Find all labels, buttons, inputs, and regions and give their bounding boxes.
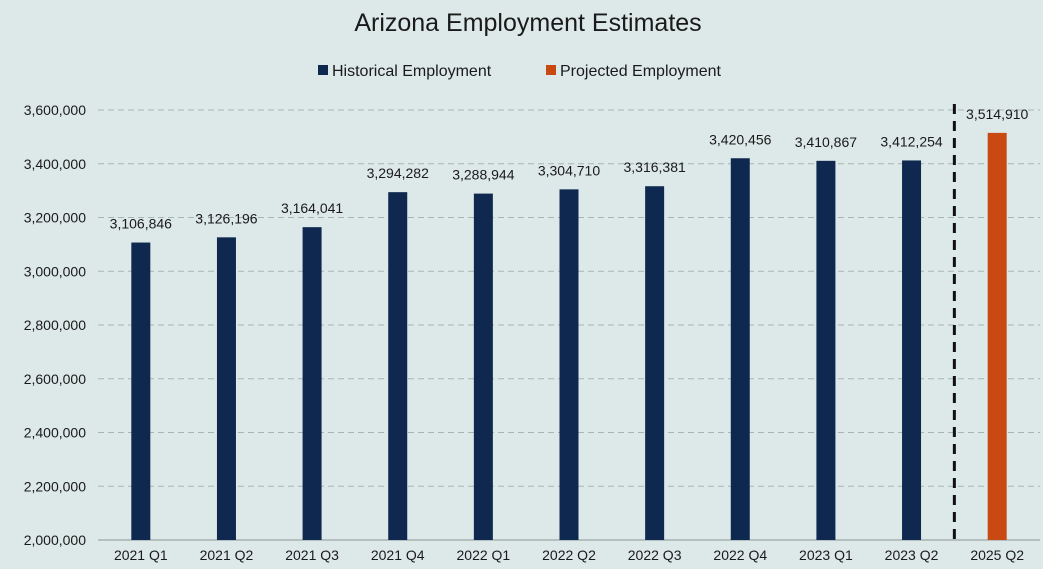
y-axis-ticks: 2,000,000 2,200,000 2,400,000 2,600,000 2,80… <box>24 102 86 548</box>
bar-historical <box>388 192 408 540</box>
bar-historical <box>902 160 922 541</box>
bar-projected <box>987 132 1007 541</box>
legend-label-projected: Projected Employment <box>560 63 722 80</box>
chart-title: Arizona Employment Estimates <box>354 9 701 37</box>
x-tick-label: 2022 Q3 <box>628 547 682 563</box>
data-label: 3,514,910 <box>966 106 1028 122</box>
x-tick-label: 2023 Q1 <box>799 547 853 563</box>
legend-swatch-historical <box>318 65 328 75</box>
x-tick-label: 2021 Q4 <box>371 547 425 563</box>
x-tick-label: 2025 Q2 <box>970 547 1024 563</box>
bars <box>131 132 1007 541</box>
y-tick-label: 2,000,000 <box>24 532 86 548</box>
x-tick-label: 2022 Q4 <box>713 547 767 563</box>
y-tick-label: 3,000,000 <box>24 263 86 279</box>
data-label: 3,316,381 <box>623 159 685 175</box>
x-tick-label: 2021 Q3 <box>285 547 339 563</box>
bar-historical <box>302 227 322 540</box>
bar-historical <box>473 193 493 540</box>
y-tick-label: 2,600,000 <box>24 371 86 387</box>
x-tick-label: 2021 Q2 <box>200 547 254 563</box>
data-label: 3,126,196 <box>195 210 257 226</box>
x-tick-label: 2021 Q1 <box>114 547 168 563</box>
x-tick-label: 2022 Q2 <box>542 547 596 563</box>
bar-historical <box>730 158 750 541</box>
bar-historical <box>216 237 236 540</box>
legend-swatch-projected <box>546 65 556 75</box>
y-tick-label: 3,400,000 <box>24 156 86 172</box>
bar-historical <box>559 189 579 540</box>
legend-label-historical: Historical Employment <box>332 63 492 80</box>
data-label: 3,304,710 <box>538 162 600 178</box>
x-tick-label: 2023 Q2 <box>885 547 939 563</box>
data-label: 3,288,944 <box>452 167 514 183</box>
y-tick-label: 3,600,000 <box>24 102 86 118</box>
data-label: 3,410,867 <box>795 134 857 150</box>
data-label: 3,294,282 <box>367 165 429 181</box>
data-label: 3,412,254 <box>880 133 942 149</box>
bar-historical <box>816 160 836 540</box>
data-label: 3,420,456 <box>709 131 771 147</box>
chart-legend: Historical Employment Projected Employme… <box>318 63 722 80</box>
y-tick-label: 3,200,000 <box>24 210 86 226</box>
y-tick-label: 2,400,000 <box>24 425 86 441</box>
data-labels: 3,106,846 3,126,196 3,164,041 3,294,282 3,28… <box>110 106 1029 232</box>
y-tick-label: 2,800,000 <box>24 317 86 333</box>
y-tick-label: 2,200,000 <box>24 478 86 494</box>
data-label: 3,164,041 <box>281 200 343 216</box>
x-tick-label: 2022 Q1 <box>457 547 511 563</box>
data-label: 3,106,846 <box>110 216 172 232</box>
x-axis-ticks: 2021 Q1 2021 Q2 2021 Q3 2021 Q4 2022 Q1 2022 … <box>114 547 1024 563</box>
bar-historical <box>131 242 151 540</box>
bar-historical <box>645 186 665 541</box>
